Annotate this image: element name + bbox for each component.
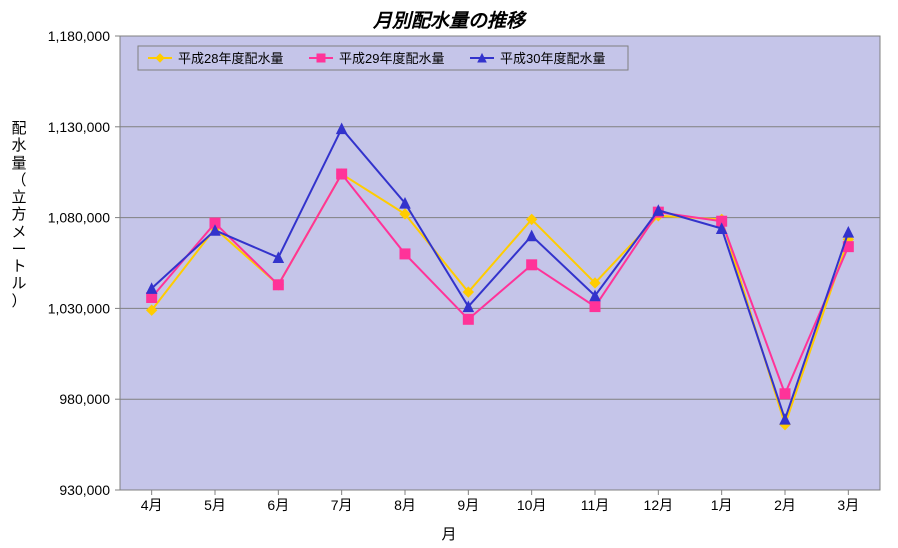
svg-text:6月: 6月 xyxy=(267,497,289,513)
svg-text:平成30年度配水量: 平成30年度配水量 xyxy=(500,51,605,66)
svg-text:1,080,000: 1,080,000 xyxy=(48,210,110,226)
svg-text:1,180,000: 1,180,000 xyxy=(48,28,110,44)
svg-text:12月: 12月 xyxy=(644,497,674,513)
svg-text:平成29年度配水量: 平成29年度配水量 xyxy=(339,51,444,66)
svg-text:3月: 3月 xyxy=(837,497,859,513)
svg-text:11月: 11月 xyxy=(581,497,610,513)
svg-text:2月: 2月 xyxy=(774,497,796,513)
svg-text:10月: 10月 xyxy=(517,497,547,513)
svg-text:930,000: 930,000 xyxy=(59,482,110,498)
svg-text:平成28年度配水量: 平成28年度配水量 xyxy=(178,51,283,66)
svg-text:9月: 9月 xyxy=(457,497,479,513)
chart-container: 月別配水量の推移 配水量（立方メートル） 月 930,000980,0001,0… xyxy=(0,0,898,548)
svg-text:7月: 7月 xyxy=(331,497,353,513)
svg-text:4月: 4月 xyxy=(141,497,163,513)
svg-text:1月: 1月 xyxy=(711,497,733,513)
svg-text:980,000: 980,000 xyxy=(59,391,110,407)
svg-text:1,130,000: 1,130,000 xyxy=(48,119,110,135)
svg-text:5月: 5月 xyxy=(204,497,226,513)
chart-svg: 930,000 980,000 1,030,000 1,080,000 1,130,00… xyxy=(0,0,898,548)
svg-text:8月: 8月 xyxy=(394,497,416,513)
svg-text:1,030,000: 1,030,000 xyxy=(48,300,110,316)
